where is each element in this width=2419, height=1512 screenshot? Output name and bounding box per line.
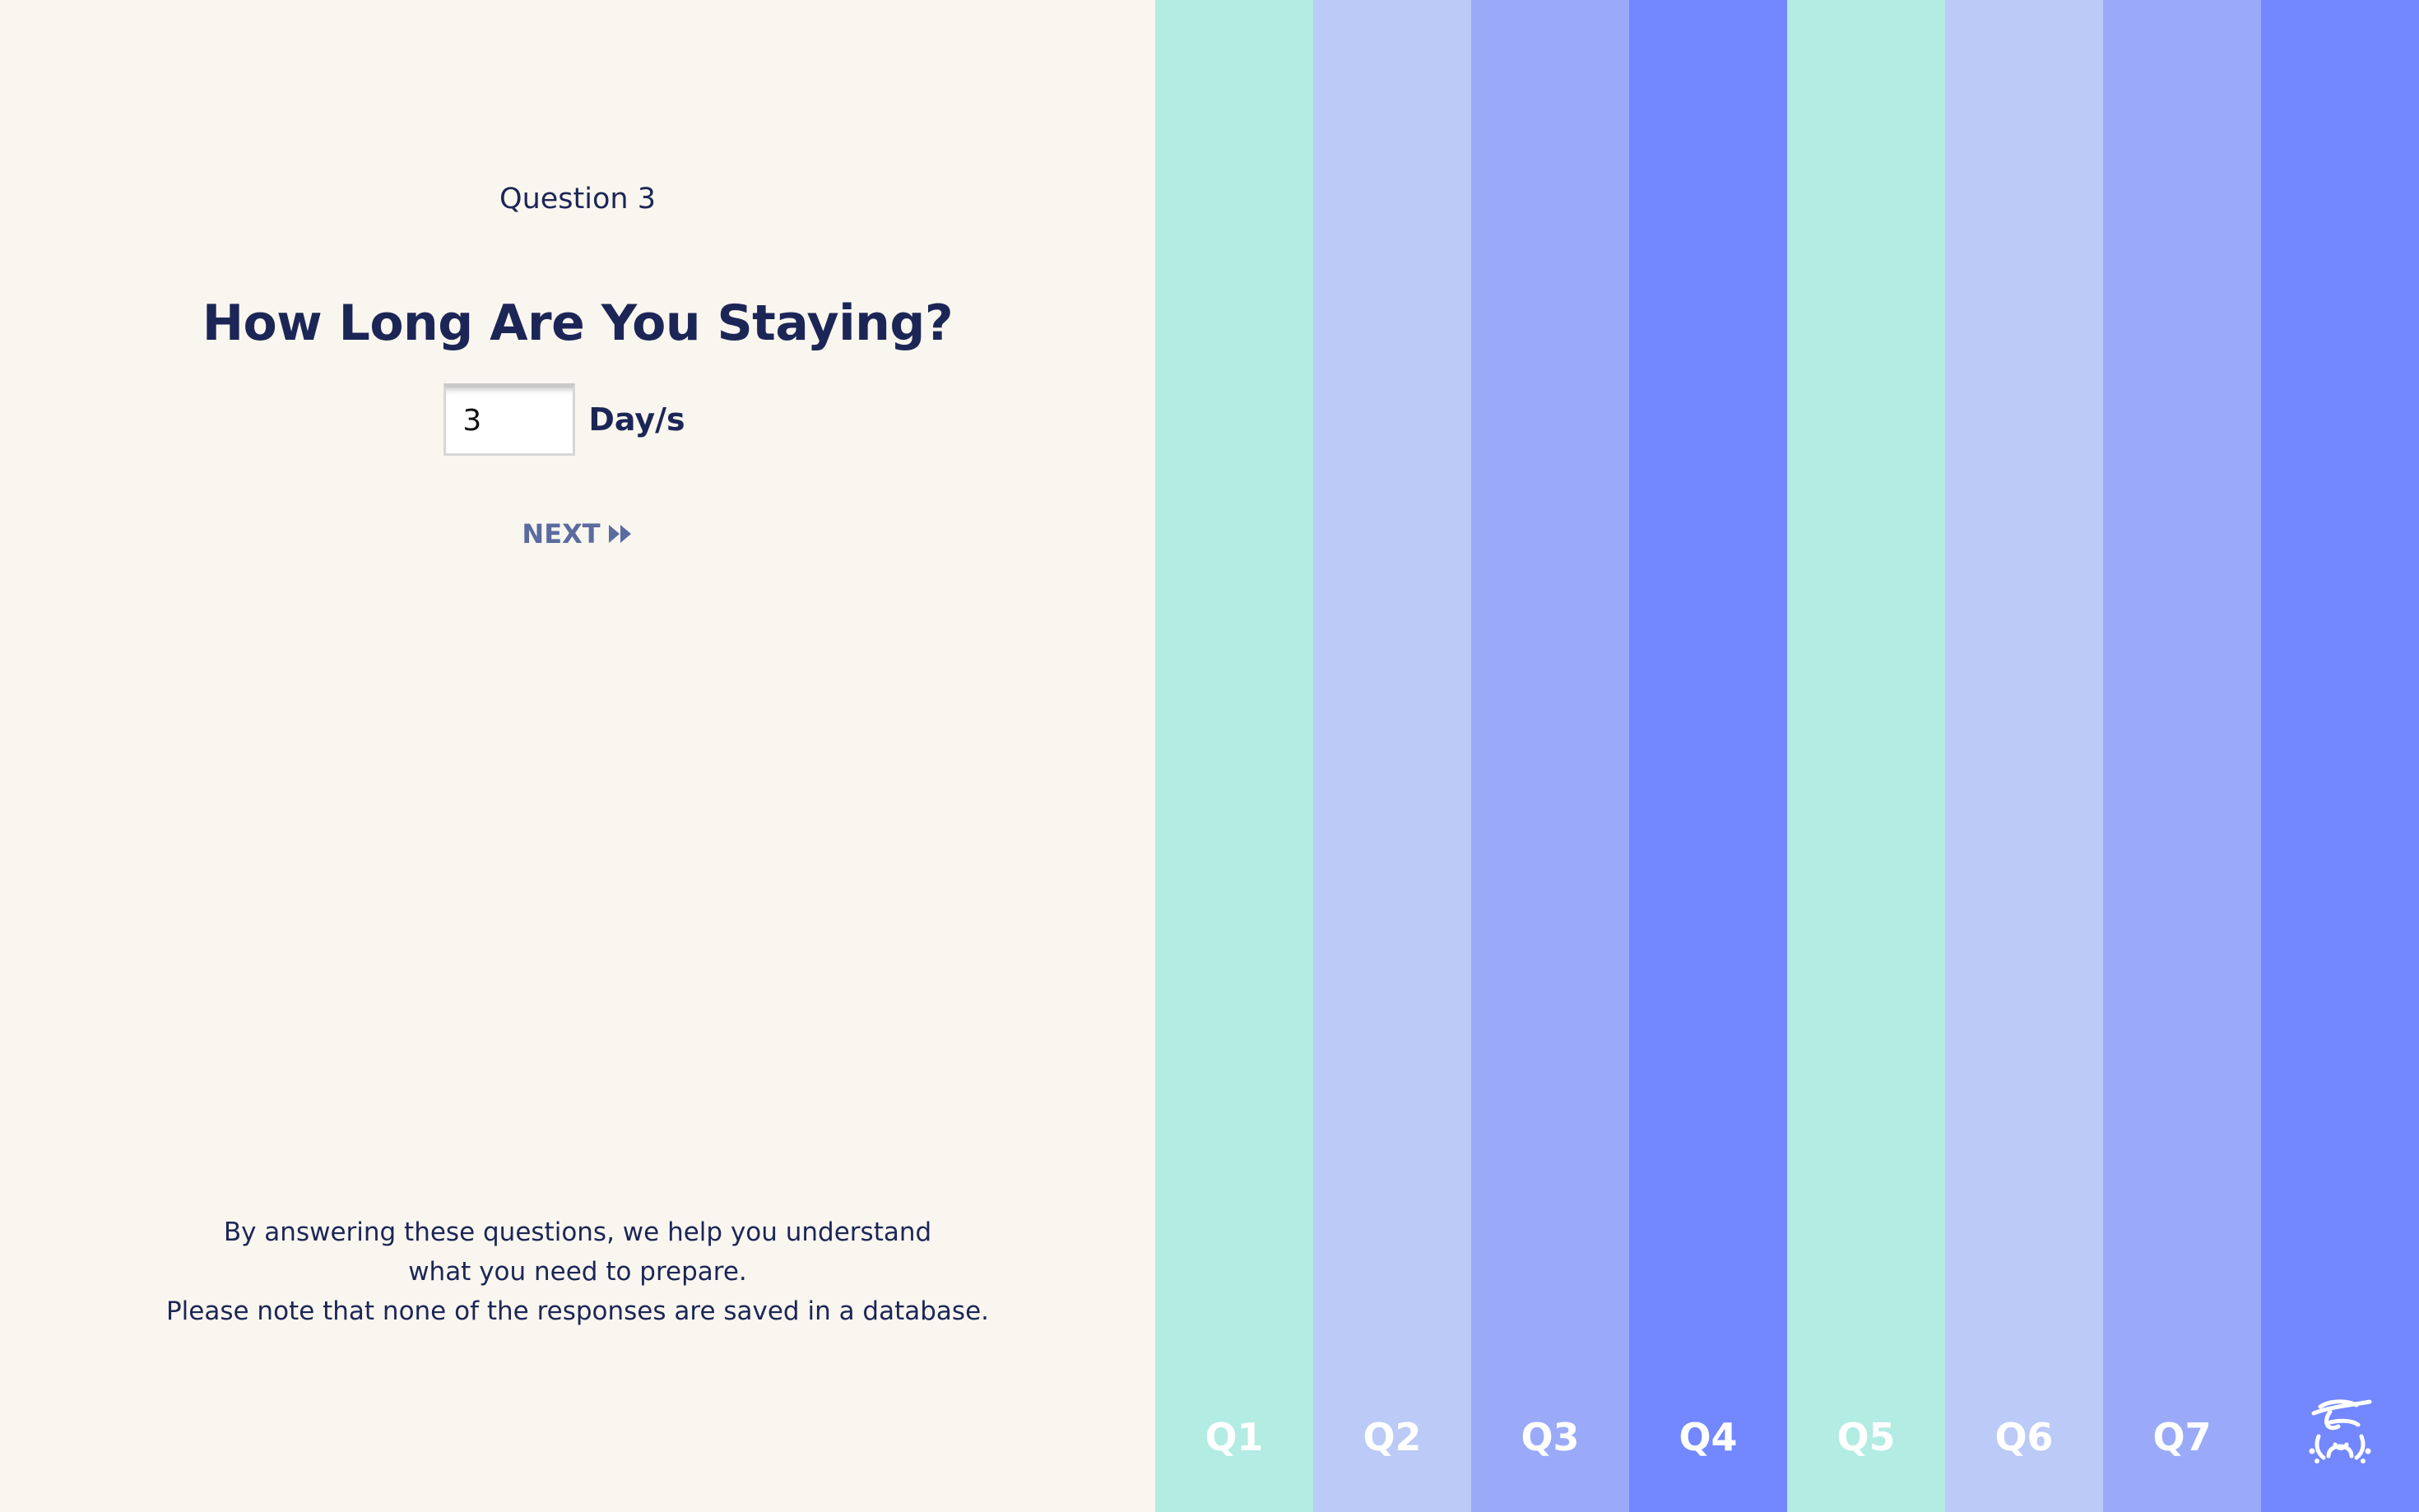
nav-column-q7[interactable]: Q7 — [2103, 0, 2261, 1512]
footer-line: By answering these questions, we help yo… — [223, 1217, 932, 1247]
question-nav: Q1 Q2 Q3 Q4 Q5 Q6 Q7 — [1155, 0, 2419, 1512]
next-button-content[interactable]: NEXT — [522, 518, 633, 550]
fast-forward-icon — [608, 525, 631, 543]
answer-group: Day/s — [443, 383, 685, 456]
nav-column-q2[interactable]: Q2 — [1313, 0, 1471, 1512]
nav-column-q6[interactable]: Q6 — [1945, 0, 2103, 1512]
traveler-hat-icon — [2309, 1399, 2372, 1463]
footer-line: Please note that none of the responses a… — [165, 1296, 990, 1326]
footer-line: what you need to prepare. — [408, 1257, 747, 1287]
days-input[interactable] — [443, 383, 576, 456]
nav-column-summary[interactable] — [2261, 0, 2419, 1512]
nav-label-q7: Q7 — [2152, 1415, 2212, 1459]
nav-column-q5[interactable]: Q5 — [1787, 0, 1945, 1512]
nav-label-q5: Q5 — [1836, 1415, 1896, 1459]
nav-column-q3[interactable]: Q3 — [1471, 0, 1629, 1512]
nav-label-q2: Q2 — [1363, 1415, 1422, 1459]
nav-column-q4[interactable]: Q4 — [1629, 0, 1787, 1512]
next-label: NEXT — [522, 518, 601, 550]
nav-label-q3: Q3 — [1521, 1415, 1580, 1459]
question-panel: Question 3 How Long Are You Staying? Day… — [0, 0, 1155, 1512]
question-number: Question 3 — [499, 183, 656, 216]
unit-label: Day/s — [588, 401, 685, 438]
nav-label-q6: Q6 — [1994, 1415, 2054, 1459]
nav-label-q1: Q1 — [1205, 1415, 1264, 1459]
answer-row: Day/s — [0, 383, 1155, 456]
footer-note: By answering these questions, we help yo… — [0, 1213, 1155, 1331]
question-title: How Long Are You Staying? — [202, 295, 954, 352]
nav-column-q1[interactable]: Q1 — [1155, 0, 1313, 1512]
nav-label-q4: Q4 — [1678, 1415, 1738, 1459]
next-button[interactable]: NEXT — [0, 518, 1155, 550]
